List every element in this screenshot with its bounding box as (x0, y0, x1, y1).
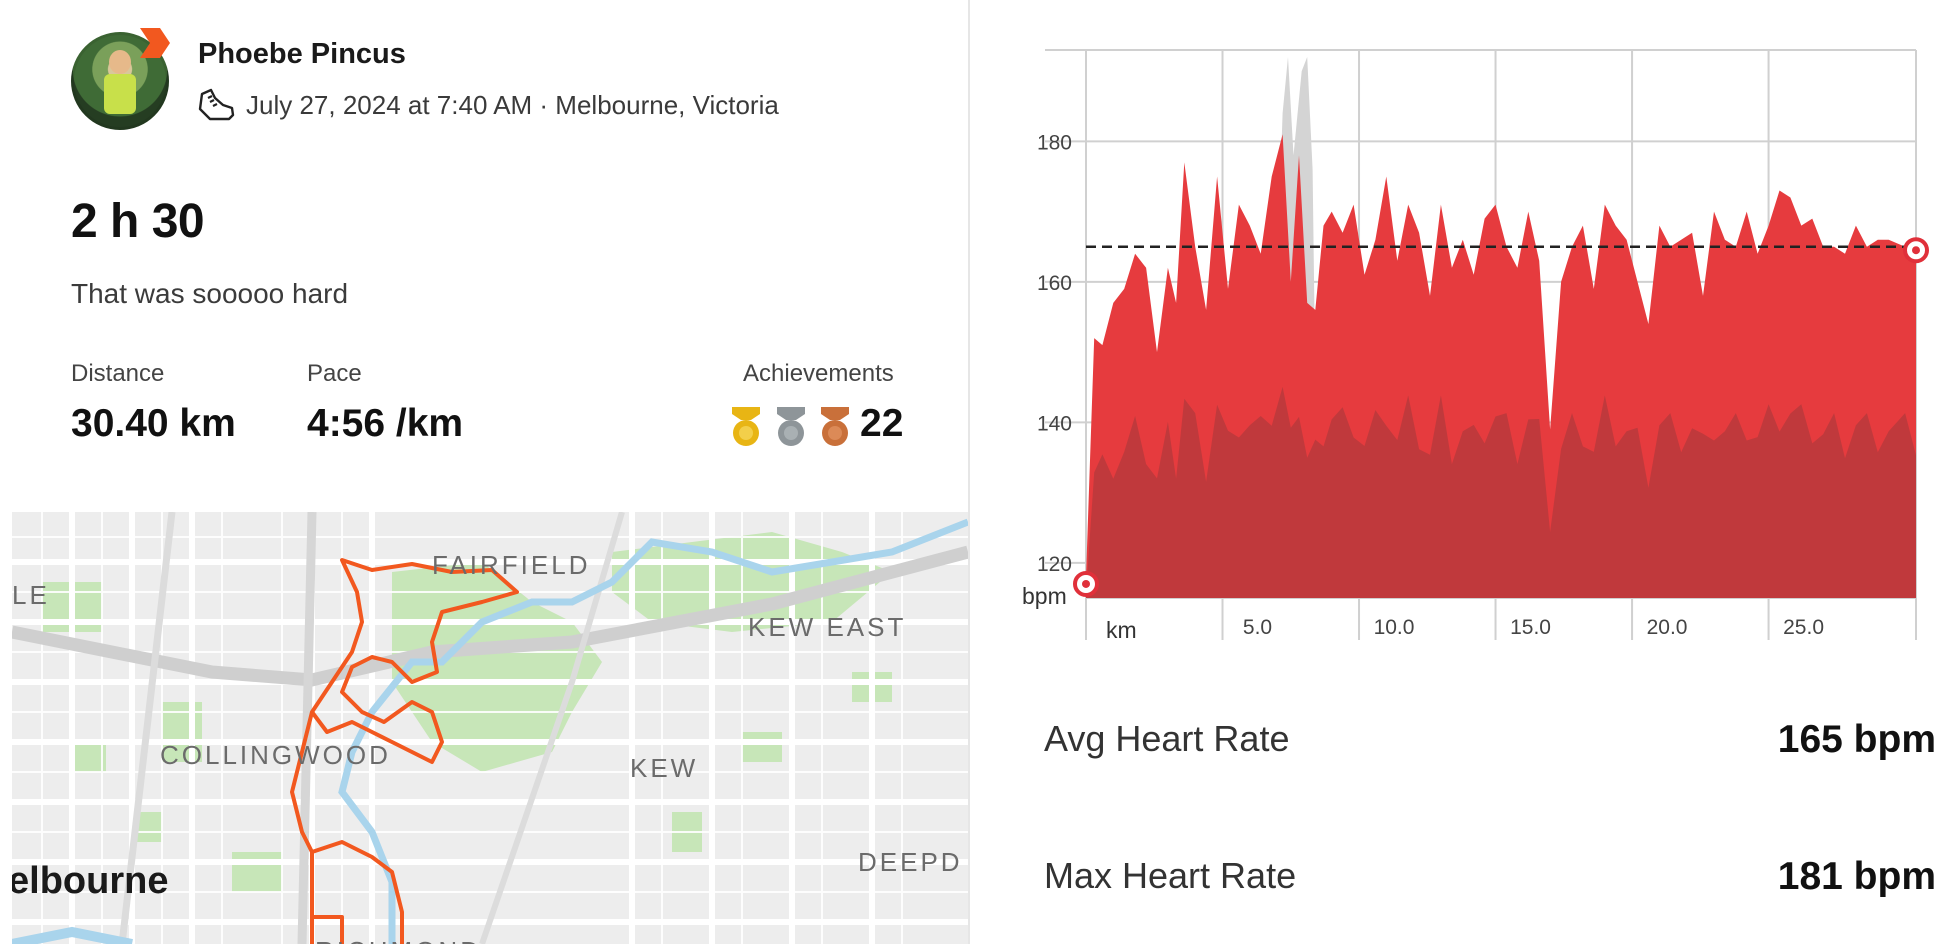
map-label-kew-east: KEW EAST (748, 612, 907, 642)
panel-divider (968, 0, 970, 944)
x-tick-label: 15.0 (1510, 616, 1551, 639)
bronze-medal-icon[interactable] (818, 405, 852, 447)
gold-medal-icon[interactable] (729, 405, 763, 447)
avatar-body (104, 74, 136, 114)
map-label-deepdene: DEEPD (858, 847, 963, 877)
y-tick-label: 180 (1037, 131, 1072, 154)
pace-label: Pace (307, 360, 362, 387)
y-axis-label: bpm (1022, 583, 1067, 609)
chart-markers[interactable] (1073, 237, 1929, 597)
map-label-collingwood: COLLINGWOOD (160, 740, 391, 770)
heart-rate-dark-area (1086, 386, 1916, 598)
x-axis-label: km (1106, 617, 1137, 643)
chart-ticks: 120 140 160 180 5.0 10.0 15.0 20.0 25.0 bpm km (1022, 131, 1824, 643)
route-map[interactable]: FAIRFIELD KEW EAST COLLINGWOOD KEW DEEPD… (12, 512, 968, 944)
x-tick-label: 20.0 (1647, 616, 1688, 639)
secondary-road (118, 512, 176, 944)
avg-heart-rate-label: Avg Heart Rate (1044, 718, 1290, 759)
achievements-label: Achievements (743, 360, 894, 387)
activity-panel: Phoebe Pincus July 27, 2024 at 7:40 AM ·… (0, 0, 968, 944)
yarra-river (338, 518, 968, 944)
chart-marker-dot (1912, 246, 1920, 255)
avatar-head (109, 50, 131, 74)
distance-label: Distance (71, 360, 165, 387)
y-tick-label: 140 (1037, 412, 1072, 435)
map-label-fairfield: FAIRFIELD (432, 550, 591, 580)
avg-heart-rate-value: 165 bpm (1777, 718, 1936, 761)
map-label-melbourne: elbourne (12, 860, 169, 902)
map-label-richmond: RICHMOND (315, 936, 482, 944)
max-heart-rate-value: 181 bpm (1777, 855, 1936, 898)
map-label-kew: KEW (630, 753, 699, 783)
chart-marker-dot (1082, 579, 1090, 588)
activity-description: That was sooooo hard (71, 278, 349, 309)
secondary-road-east (479, 512, 625, 944)
activity-duration: 2 h 30 (71, 195, 205, 248)
y-tick-label: 160 (1037, 272, 1072, 295)
strava-subscriber-badge-icon (140, 28, 170, 58)
x-tick-label: 25.0 (1783, 616, 1824, 639)
map-canvas (12, 512, 968, 944)
x-tick-label: 10.0 (1374, 616, 1415, 639)
athlete-name[interactable]: Phoebe Pincus (198, 38, 406, 70)
activity-route (290, 558, 519, 944)
map-label-west-edge: LE (12, 580, 50, 610)
silver-medal-icon[interactable] (774, 405, 808, 447)
x-tick-label: 5.0 (1243, 616, 1272, 639)
river-south (12, 926, 133, 944)
run-shoe-icon (198, 88, 235, 121)
pace-value: 4:56 /km (307, 402, 464, 445)
max-heart-rate-label: Max Heart Rate (1044, 855, 1297, 896)
achievements-count: 22 (860, 402, 904, 445)
heart-rate-chart[interactable]: 120 140 160 180 5.0 10.0 15.0 20.0 25.0 bpm km (970, 0, 1952, 660)
distance-value: 30.40 km (71, 402, 236, 445)
activity-date-location: July 27, 2024 at 7:40 AM · Melbourne, Vi… (246, 90, 779, 120)
y-tick-label: 120 (1037, 553, 1072, 576)
heart-rate-panel: 120 140 160 180 5.0 10.0 15.0 20.0 25.0 bpm km Avg… (970, 0, 1952, 944)
